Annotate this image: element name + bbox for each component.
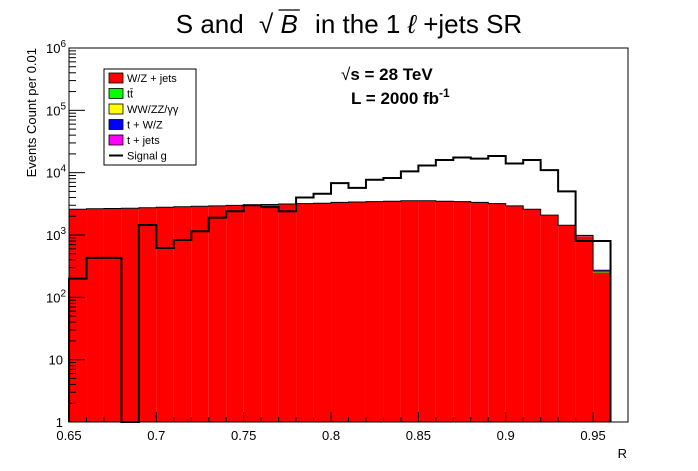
y-tick-base: 1 [56, 415, 63, 430]
bar-3-30 [593, 270, 611, 272]
bar-0-12 [278, 204, 297, 422]
legend-label-4: t + jets [127, 135, 160, 147]
y-tick-base: 10 [46, 228, 60, 243]
y-tick-label: 102 [46, 288, 66, 305]
legend-box [103, 68, 197, 166]
bar-0-15 [331, 202, 349, 422]
x-tick-label: 0.75 [231, 428, 256, 443]
bar-0-18 [383, 201, 401, 422]
lumi-exponent: -1 [439, 86, 450, 100]
bar-0-30 [593, 272, 611, 422]
y-axis-title: Events Count per 0.01 [24, 48, 39, 177]
bar-0-22 [453, 201, 471, 422]
bar-0-14 [313, 203, 332, 422]
bar-0-21 [435, 201, 454, 422]
title-ell: ℓ [407, 9, 418, 39]
legend-label-5: Signal g [127, 151, 167, 163]
x-tick-label: 0.9 [497, 428, 515, 443]
bar-0-4 [138, 208, 157, 422]
y-tick-label: 104 [46, 164, 66, 181]
bar-0-1 [86, 209, 104, 422]
bar-0-6 [173, 207, 192, 422]
title-right-suffix: +jets SR [423, 9, 522, 39]
x-tick-label: 0.65 [56, 428, 81, 443]
x-tick-label: 0.7 [147, 428, 165, 443]
y-tick-base: 10 [49, 353, 63, 368]
signal-line [68, 155, 612, 423]
legend-swatch-0 [108, 72, 124, 84]
bar-0-20 [418, 201, 436, 422]
title-left: S and [176, 9, 244, 39]
bar-0-29 [575, 236, 594, 422]
legend-label-0: W/Z + jets [127, 73, 177, 85]
legend-label-3: t + W/Z [127, 120, 163, 132]
bar-0-7 [191, 206, 209, 422]
lumi-label: L = 2000 fb-1 [351, 86, 450, 108]
bar-0-25 [505, 206, 524, 422]
bar-3-29 [575, 235, 594, 237]
title-sqrt-arg: B [280, 9, 297, 39]
bar-0-23 [470, 202, 489, 422]
x-axis-ticks: 0.65 0.7 0.75 0.8 0.85 0.9 0.95 [56, 412, 629, 443]
bar-0-27 [540, 215, 559, 422]
y-tick-label: 105 [46, 101, 66, 118]
y-tick-label: 10 [49, 353, 63, 368]
title-sqrt-symbol: √ [259, 9, 274, 39]
bar-0-3 [121, 208, 139, 422]
y-tick-base: 10 [46, 41, 60, 56]
signal-line-group [68, 155, 612, 423]
stack-outline [68, 200, 612, 422]
y-tick-label: 1 [56, 415, 63, 430]
legend: W/Z + jets tt̄ WW/ZZ/γγ t + W/Z t + jets Sign… [103, 68, 197, 166]
legend-swatch-2 [108, 103, 124, 115]
y-tick-exponent: 5 [60, 101, 66, 112]
lumi-value: L = 2000 fb [351, 89, 439, 108]
bar-1-30 [593, 271, 611, 273]
bar-0-5 [156, 207, 174, 422]
bar-0-26 [523, 209, 541, 422]
bar-0-17 [365, 201, 384, 422]
legend-label-1: tt̄ [127, 88, 133, 100]
energy-label: √s = 28 TeV [341, 65, 433, 84]
bar-0-16 [348, 202, 366, 422]
stack-bars [68, 200, 612, 422]
energy-sqrt-symbol: √ [341, 65, 351, 84]
y-tick-exponent: 2 [60, 288, 66, 299]
bar-0-28 [558, 225, 576, 422]
bar-0-11 [261, 204, 279, 422]
y-tick-exponent: 6 [60, 39, 66, 50]
x-tick-label: 0.95 [580, 428, 605, 443]
legend-swatch-1 [108, 88, 124, 99]
y-tick-exponent: 4 [60, 164, 66, 175]
chart-title: S and √ B in the 1 ℓ +jets SR [176, 9, 522, 39]
bar-0-19 [400, 201, 419, 422]
legend-label-2: WW/ZZ/γγ [127, 104, 179, 116]
x-axis-title: R [618, 446, 627, 461]
legend-swatch-4 [108, 134, 124, 146]
energy-value: s = 28 TeV [350, 65, 433, 84]
bar-0-24 [488, 203, 506, 422]
legend-swatch-3 [108, 119, 124, 130]
y-tick-label: 106 [46, 39, 66, 56]
y-tick-label: 103 [46, 226, 66, 243]
x-tick-label: 0.85 [406, 428, 431, 443]
y-tick-base: 10 [46, 103, 60, 118]
bar-0-9 [226, 205, 244, 422]
bar-0-13 [296, 203, 314, 422]
title-right-prefix: in the 1 [315, 9, 400, 39]
bar-0-10 [243, 205, 262, 422]
y-tick-base: 10 [46, 166, 60, 181]
bar-0-8 [208, 206, 227, 422]
x-tick-label: 0.8 [322, 428, 340, 443]
y-tick-base: 10 [46, 290, 60, 305]
bar-0-2 [103, 208, 122, 422]
y-tick-exponent: 3 [60, 226, 66, 237]
